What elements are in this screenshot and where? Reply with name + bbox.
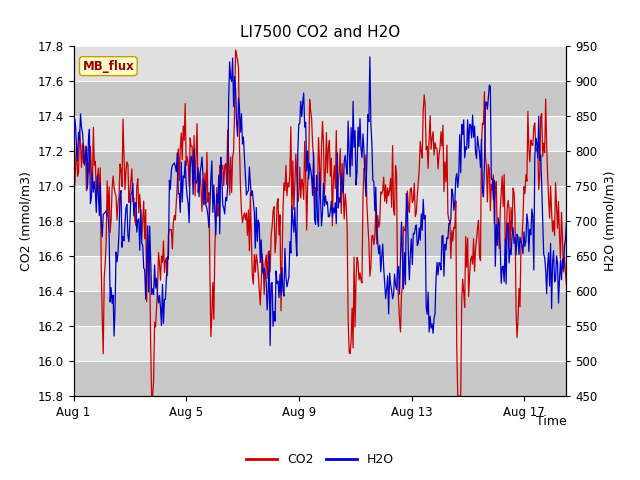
Bar — [74, 221, 566, 256]
Bar — [74, 291, 566, 326]
Bar — [74, 116, 566, 151]
Title: LI7500 CO2 and H2O: LI7500 CO2 and H2O — [240, 25, 400, 40]
Bar — [74, 186, 566, 221]
Y-axis label: H2O (mmol/m3): H2O (mmol/m3) — [604, 170, 616, 271]
Bar — [74, 326, 566, 361]
Legend: CO2, H2O: CO2, H2O — [241, 448, 399, 471]
Bar — [74, 361, 566, 396]
Text: MB_flux: MB_flux — [83, 60, 134, 72]
Text: Time: Time — [536, 415, 566, 428]
Bar — [74, 81, 566, 116]
Bar — [74, 151, 566, 186]
Y-axis label: CO2 (mmol/m3): CO2 (mmol/m3) — [19, 171, 32, 271]
Bar — [74, 256, 566, 291]
Bar — [74, 46, 566, 81]
